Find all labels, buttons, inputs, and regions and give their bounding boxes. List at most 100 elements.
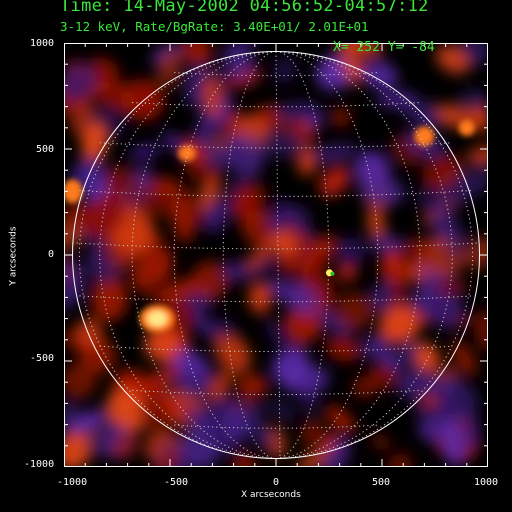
emission-blob <box>301 418 322 446</box>
emission-blob <box>120 78 165 122</box>
emission-blob <box>312 144 358 161</box>
emission-blob <box>325 405 356 434</box>
emission-blob <box>243 401 266 425</box>
emission-blob <box>372 342 403 372</box>
emission-blob <box>466 145 488 164</box>
bright-blob <box>177 145 196 162</box>
longitude-line <box>131 51 277 459</box>
longitude-line <box>222 51 277 459</box>
bright-blob <box>414 126 435 147</box>
emission-blob <box>435 45 469 74</box>
cursor-readout: X= 252 Y= -84 <box>333 40 435 55</box>
emission-blob <box>143 326 180 363</box>
emission-blob <box>318 310 354 335</box>
latitude-line <box>132 102 420 108</box>
emission-blob <box>272 57 297 84</box>
latitude-line <box>174 424 378 429</box>
emission-blob <box>325 335 361 362</box>
emission-blob <box>429 203 458 240</box>
bright-core <box>147 310 168 327</box>
emission-blob <box>371 433 392 451</box>
emission-blob <box>178 188 204 229</box>
emission-blob <box>201 75 222 119</box>
emission-blob <box>81 121 108 164</box>
y-tick-label: -500 <box>30 353 55 364</box>
emission-blob <box>221 261 248 282</box>
emission-blob <box>297 146 318 176</box>
emission-blob <box>64 434 91 467</box>
emission-blob <box>368 362 400 390</box>
emission-blob <box>176 369 211 400</box>
x-tick-label: -1000 <box>57 477 88 488</box>
emission-blob <box>379 305 421 343</box>
emission-blob <box>336 262 358 283</box>
emission-blob <box>138 385 174 432</box>
heliographic-grid <box>72 51 480 459</box>
emission-blob <box>237 374 269 398</box>
emission-blob <box>157 277 202 305</box>
emission-blob <box>335 292 373 330</box>
longitude-line <box>275 51 453 459</box>
y-tick-label: 0 <box>48 249 55 260</box>
y-axis-label: Y arcseconds <box>8 226 19 286</box>
emission-blob <box>130 251 175 288</box>
x-tick-label: -500 <box>164 477 189 488</box>
x-tick-label: 0 <box>273 477 280 488</box>
emission-blob <box>189 310 222 340</box>
bright-blob <box>64 179 83 204</box>
emission-blob <box>69 409 104 433</box>
latitude-line <box>132 389 420 396</box>
emission-blob <box>64 362 97 400</box>
emission-blob <box>318 165 350 197</box>
emission-blob <box>336 237 366 266</box>
emission-blob <box>434 278 469 295</box>
y-tick-label: -1000 <box>24 459 55 470</box>
x-tick-label: 1000 <box>474 477 499 488</box>
emission-blob <box>209 408 229 454</box>
emission-blob <box>467 235 488 270</box>
emission-blob <box>219 43 263 59</box>
emission-blob <box>130 143 161 161</box>
emission-blob <box>359 177 405 206</box>
emission-blob <box>368 235 404 252</box>
emission-blob <box>267 278 308 306</box>
emission-blob <box>111 432 140 460</box>
emission-blob <box>416 266 454 305</box>
emission-blob <box>154 447 179 467</box>
longitude-line <box>99 51 277 459</box>
emission-blob <box>269 399 296 422</box>
emission-blob <box>361 61 398 89</box>
emission-blob <box>207 370 233 401</box>
emission-blob <box>330 106 351 128</box>
emission-blob <box>404 237 431 264</box>
x-axis-label: X arcseconds <box>241 490 301 500</box>
emission-blob <box>180 43 212 64</box>
emission-blob <box>193 136 231 169</box>
emission-blob <box>339 43 361 87</box>
emission-blob <box>214 332 251 374</box>
longitude-line <box>275 51 281 459</box>
solar-map-svg[interactable] <box>63 42 489 468</box>
time-range-title: Time: 14-May-2002 04:56:52-04:57:12 <box>60 0 429 16</box>
emission-blob <box>431 290 465 330</box>
emission-blob <box>182 407 216 430</box>
emission-blob <box>258 130 306 158</box>
emission-blob <box>337 43 383 57</box>
emission-blob <box>143 366 179 391</box>
emission-blob <box>225 133 264 177</box>
latitude-line <box>72 242 480 250</box>
latitude-line <box>174 72 378 77</box>
emission-blob <box>441 418 465 467</box>
emission-blob <box>398 340 419 365</box>
longitude-line <box>275 51 421 459</box>
emission-blob <box>64 259 86 310</box>
emission-blob <box>451 340 478 377</box>
plot-frame <box>64 43 488 467</box>
solar-image-plot[interactable] <box>63 42 489 468</box>
latitude-line <box>99 345 453 352</box>
y-tick-label: 1000 <box>30 38 55 49</box>
emission-blob <box>233 189 260 223</box>
emission-blob <box>236 415 276 448</box>
emission-blob <box>301 369 319 415</box>
emission-blob <box>81 194 125 239</box>
